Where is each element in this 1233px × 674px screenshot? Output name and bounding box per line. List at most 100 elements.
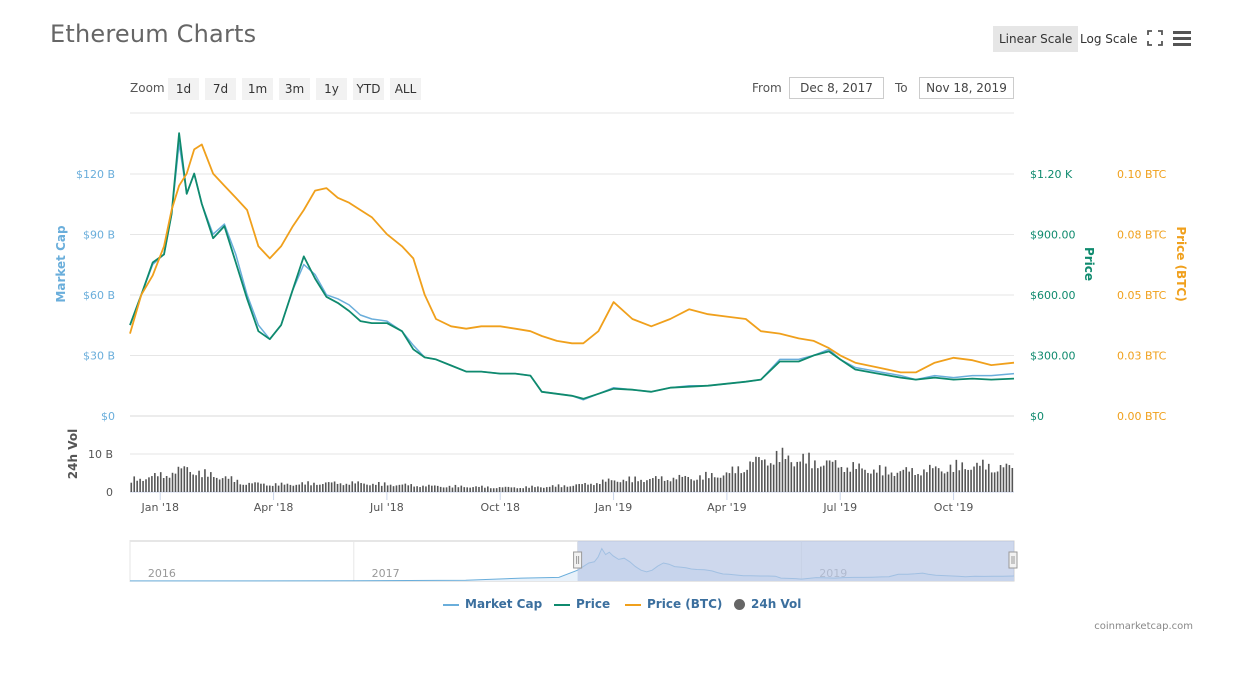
volume-bar [289,484,292,492]
volume-bar [755,456,757,492]
volume-bar [663,480,666,492]
volume-bar [675,479,678,492]
legend-price-btc[interactable]: Price (BTC) [625,597,722,611]
log-scale-button[interactable]: Log Scale [1080,32,1138,46]
volume-bar [327,482,330,492]
volume-bar [481,485,483,492]
volume-bar [967,469,969,492]
volume-bar [428,484,430,492]
zoom-1y-button[interactable]: 1y [316,78,347,100]
navigator-handle-left[interactable] [573,551,583,569]
volume-bar [764,459,766,492]
legend-price[interactable]: Price [554,597,610,611]
volume-bar [139,478,141,492]
volume-bar [958,470,961,492]
volume-bar [708,478,710,492]
volume-bar [652,478,654,492]
volume-bar [522,488,524,492]
zoom-ytd-button[interactable]: YTD [353,78,384,100]
zoom-1m-button[interactable]: 1m [242,78,273,100]
volume-bar [769,463,772,492]
volume-bar [445,487,448,492]
volume-bar [263,483,265,492]
menu-icon[interactable] [1173,30,1191,46]
volume-bar [230,476,233,492]
zoom-7d-button[interactable]: 7d [205,78,236,100]
volume-bar [148,477,150,492]
volume-bar [881,475,884,492]
volume-bar [970,469,972,492]
volume-bar [737,466,740,492]
volume-bar [781,447,784,492]
volume-bar [156,476,159,492]
volume-bar [681,476,684,492]
volume-bar [581,484,583,492]
linear-scale-button[interactable]: Linear Scale [993,26,1079,52]
volume-bar [964,469,966,492]
volume-bar [719,477,722,492]
volume-bar [142,480,144,492]
fullscreen-icon[interactable] [1147,30,1163,46]
volume-bar [504,486,507,492]
volume-bar [463,487,466,492]
legend-24h-vol[interactable]: 24h Vol [734,597,801,611]
volume-axis-title: 24h Vol [66,429,80,479]
volume-bar [666,480,669,492]
zoom-label: Zoom [130,81,165,95]
volume-bar [516,488,519,492]
volume-bar [551,485,554,492]
volume-bar [439,486,442,492]
volume-bar [554,486,557,492]
volume-bar [310,485,312,492]
zoom-1d-button[interactable]: 1d [168,78,199,100]
volume-bar [227,478,230,492]
navigator-handle-right[interactable] [1008,551,1018,569]
volume-bar [784,459,787,492]
to-date-input[interactable] [919,77,1014,99]
volume-bar [793,466,796,492]
volume-bar [177,466,180,492]
volume-bar [890,472,893,492]
zoom-3m-button[interactable]: 3m [279,78,310,100]
volume-bar [985,469,987,492]
volume-bar [404,483,407,492]
volume-bar [183,466,186,492]
legend-market-cap[interactable]: Market Cap [443,597,542,611]
volume-bar [260,483,262,492]
volume-bar [528,487,530,492]
volume-bar [204,469,206,492]
volume-bar [401,484,404,492]
price-btc-series-line [129,143,1015,374]
volume-bar [159,472,162,492]
volume-bar [819,466,822,492]
x-tick-label: Apr '19 [707,501,747,514]
market-cap-tick-label: $0 [101,410,115,423]
volume-bar [136,480,138,492]
volume-bar [604,481,607,492]
legend-24h-vol-label: 24h Vol [751,597,802,611]
volume-bar [973,466,975,492]
volume-bar [990,472,993,492]
credit-link[interactable]: coinmarketcap.com [1094,621,1193,632]
volume-bar [584,482,586,492]
volume-bar [304,484,306,492]
volume-bar [825,460,828,492]
volume-bar [822,465,825,492]
market-cap-tick-label: $60 B [83,289,115,302]
price-btc-swatch [625,603,641,606]
volume-bar [215,477,218,492]
volume-bar [937,468,940,492]
price-btc-tick-label: 0.10 BTC [1117,168,1167,181]
volume-bar [283,484,286,492]
volume-bar [949,464,952,492]
volume-bar [796,461,799,492]
zoom-all-button[interactable]: ALL [390,78,421,100]
volume-bar [548,486,551,492]
volume-bar [607,478,610,492]
ethereum-chart[interactable]: $0 $0 0.00 BTC $30 B $300.00 0.03 BTC $60 B $60… [0,0,1233,590]
volume-bar [395,485,398,492]
from-date-input[interactable] [789,77,884,99]
market-cap-tick-label: $90 B [83,229,115,242]
volume-bar [389,484,392,492]
volume-bar [210,472,212,492]
